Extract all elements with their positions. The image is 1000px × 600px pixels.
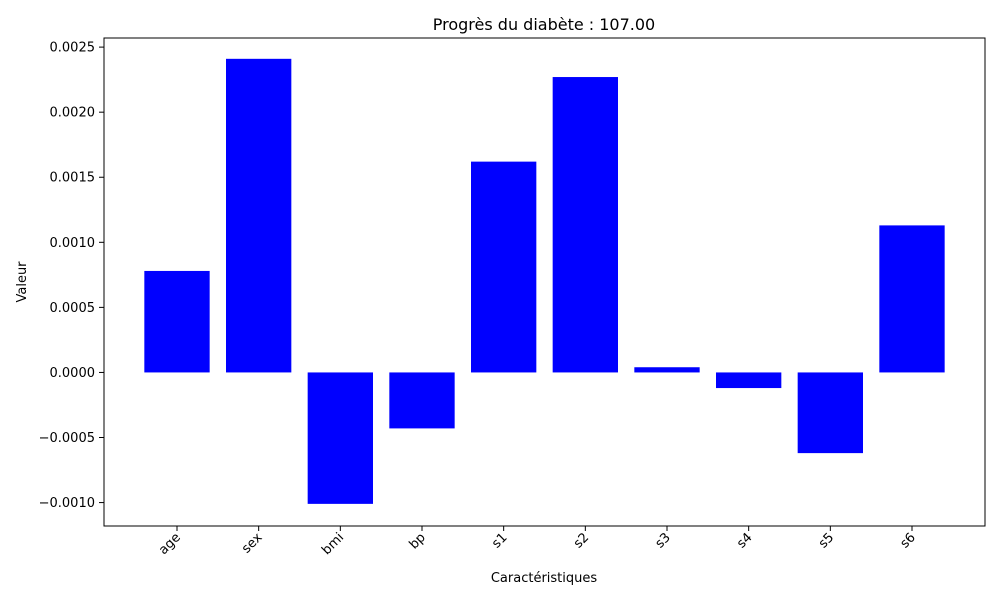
y-tick-label: −0.0005 — [39, 431, 95, 446]
bar-s1 — [471, 161, 537, 373]
bar-s6 — [879, 225, 945, 373]
bar-sex — [226, 58, 292, 373]
y-tick-label: 0.0010 — [50, 236, 96, 251]
x-axis-label: Caractéristiques — [491, 571, 598, 586]
y-tick-label: 0.0005 — [50, 301, 96, 316]
bar-age — [144, 270, 210, 373]
bar-s5 — [797, 372, 863, 454]
y-tick-label: 0.0000 — [50, 366, 96, 381]
y-tick-label: 0.0015 — [50, 171, 96, 186]
y-tick-label: 0.0025 — [50, 41, 96, 56]
bar-s4 — [716, 372, 782, 389]
bar-bp — [389, 372, 455, 429]
bar-s3 — [634, 367, 700, 373]
chart-title: Progrès du diabète : 107.00 — [433, 15, 655, 34]
y-axis-label: Valeur — [15, 261, 30, 303]
bar-bmi — [307, 372, 373, 504]
y-tick-label: −0.0010 — [39, 496, 95, 511]
y-tick-label: 0.0020 — [50, 106, 96, 121]
bar-s2 — [552, 77, 618, 373]
plot-area: −0.0010 −0.0005 0.0000 0.0005 0.0010 0.0015 0.… — [39, 41, 945, 558]
plot-frame — [103, 37, 986, 527]
